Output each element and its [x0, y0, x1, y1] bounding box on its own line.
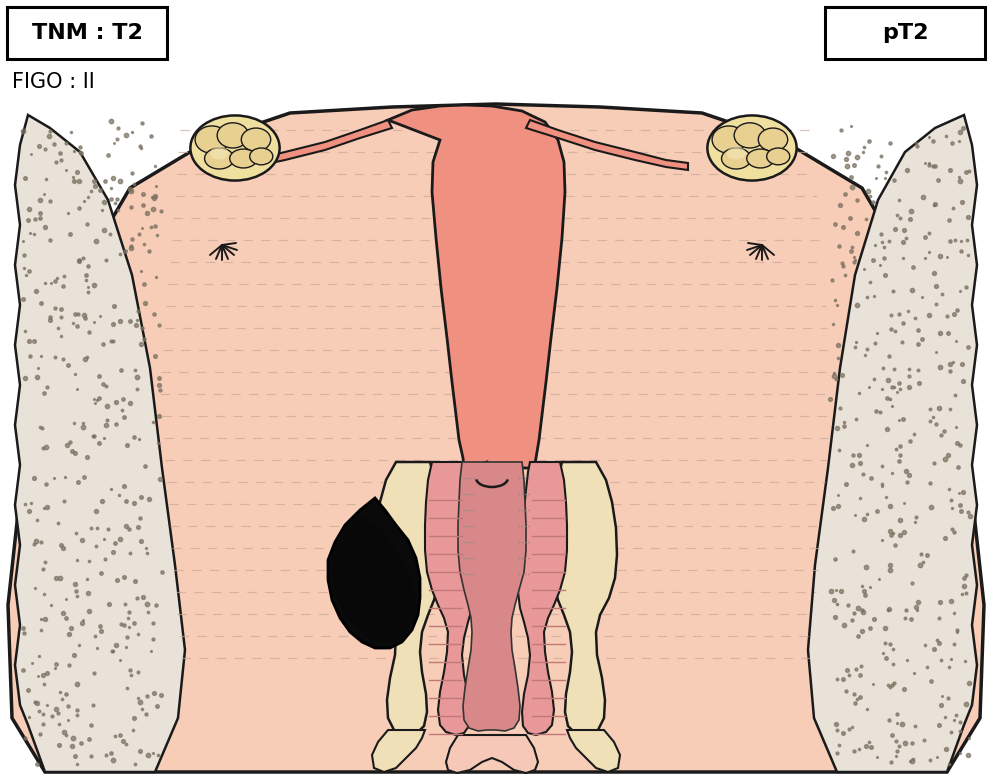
- Polygon shape: [552, 462, 617, 736]
- Ellipse shape: [204, 148, 234, 169]
- Text: TNM : T2: TNM : T2: [32, 23, 143, 43]
- Polygon shape: [526, 120, 688, 170]
- Ellipse shape: [734, 122, 766, 148]
- Polygon shape: [15, 115, 185, 772]
- Polygon shape: [567, 730, 620, 772]
- Polygon shape: [230, 120, 392, 170]
- Polygon shape: [458, 462, 526, 731]
- Polygon shape: [518, 462, 567, 735]
- Polygon shape: [328, 498, 420, 648]
- Ellipse shape: [767, 148, 790, 165]
- Polygon shape: [425, 462, 474, 735]
- Polygon shape: [808, 115, 977, 772]
- Text: FIGO : II: FIGO : II: [12, 72, 95, 92]
- Ellipse shape: [195, 126, 229, 153]
- Ellipse shape: [230, 149, 257, 168]
- Polygon shape: [388, 105, 565, 468]
- Polygon shape: [375, 462, 440, 736]
- Polygon shape: [8, 104, 984, 772]
- Ellipse shape: [727, 147, 746, 160]
- Ellipse shape: [190, 115, 280, 181]
- Ellipse shape: [712, 126, 746, 153]
- Ellipse shape: [707, 115, 797, 181]
- Ellipse shape: [721, 148, 751, 169]
- Polygon shape: [372, 730, 425, 772]
- Ellipse shape: [217, 122, 249, 148]
- Polygon shape: [446, 735, 538, 773]
- Ellipse shape: [758, 128, 788, 151]
- Ellipse shape: [209, 147, 229, 160]
- Polygon shape: [333, 515, 416, 642]
- Ellipse shape: [747, 149, 774, 168]
- FancyBboxPatch shape: [825, 7, 985, 59]
- Ellipse shape: [250, 148, 273, 165]
- FancyBboxPatch shape: [7, 7, 167, 59]
- Text: pT2: pT2: [882, 23, 929, 43]
- Ellipse shape: [241, 128, 271, 151]
